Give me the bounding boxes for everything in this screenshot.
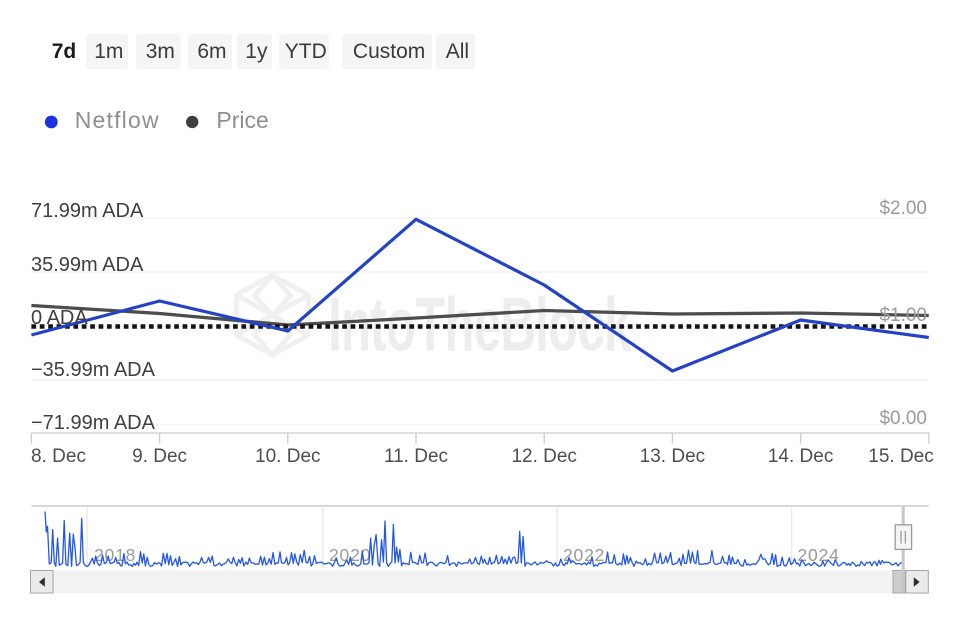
svg-text:13. Dec: 13. Dec [640, 446, 705, 467]
svg-text:Netflow: Netflow [75, 107, 160, 133]
svg-text:15. Dec: 15. Dec [868, 446, 933, 467]
svg-text:−71.99m ADA: −71.99m ADA [31, 412, 156, 434]
svg-text:2022: 2022 [563, 545, 605, 565]
svg-text:−35.99m ADA: −35.99m ADA [31, 359, 156, 381]
svg-text:12. Dec: 12. Dec [511, 446, 576, 467]
svg-text:14. Dec: 14. Dec [768, 446, 833, 467]
svg-text:2020: 2020 [329, 545, 371, 565]
svg-text:$2.00: $2.00 [879, 198, 927, 219]
svg-text:71.99m ADA: 71.99m ADA [31, 200, 144, 222]
svg-text:10. Dec: 10. Dec [255, 446, 320, 467]
svg-text:$0.00: $0.00 [879, 408, 927, 429]
svg-text:9. Dec: 9. Dec [132, 446, 187, 467]
svg-text:0 ADA: 0 ADA [31, 307, 88, 329]
svg-text:Price: Price [216, 107, 268, 133]
svg-text:35.99m ADA: 35.99m ADA [31, 254, 144, 276]
svg-text:11. Dec: 11. Dec [384, 446, 448, 467]
svg-text:8. Dec: 8. Dec [31, 446, 86, 467]
svg-text:$1.00: $1.00 [879, 305, 927, 326]
svg-text:2018: 2018 [94, 545, 136, 565]
